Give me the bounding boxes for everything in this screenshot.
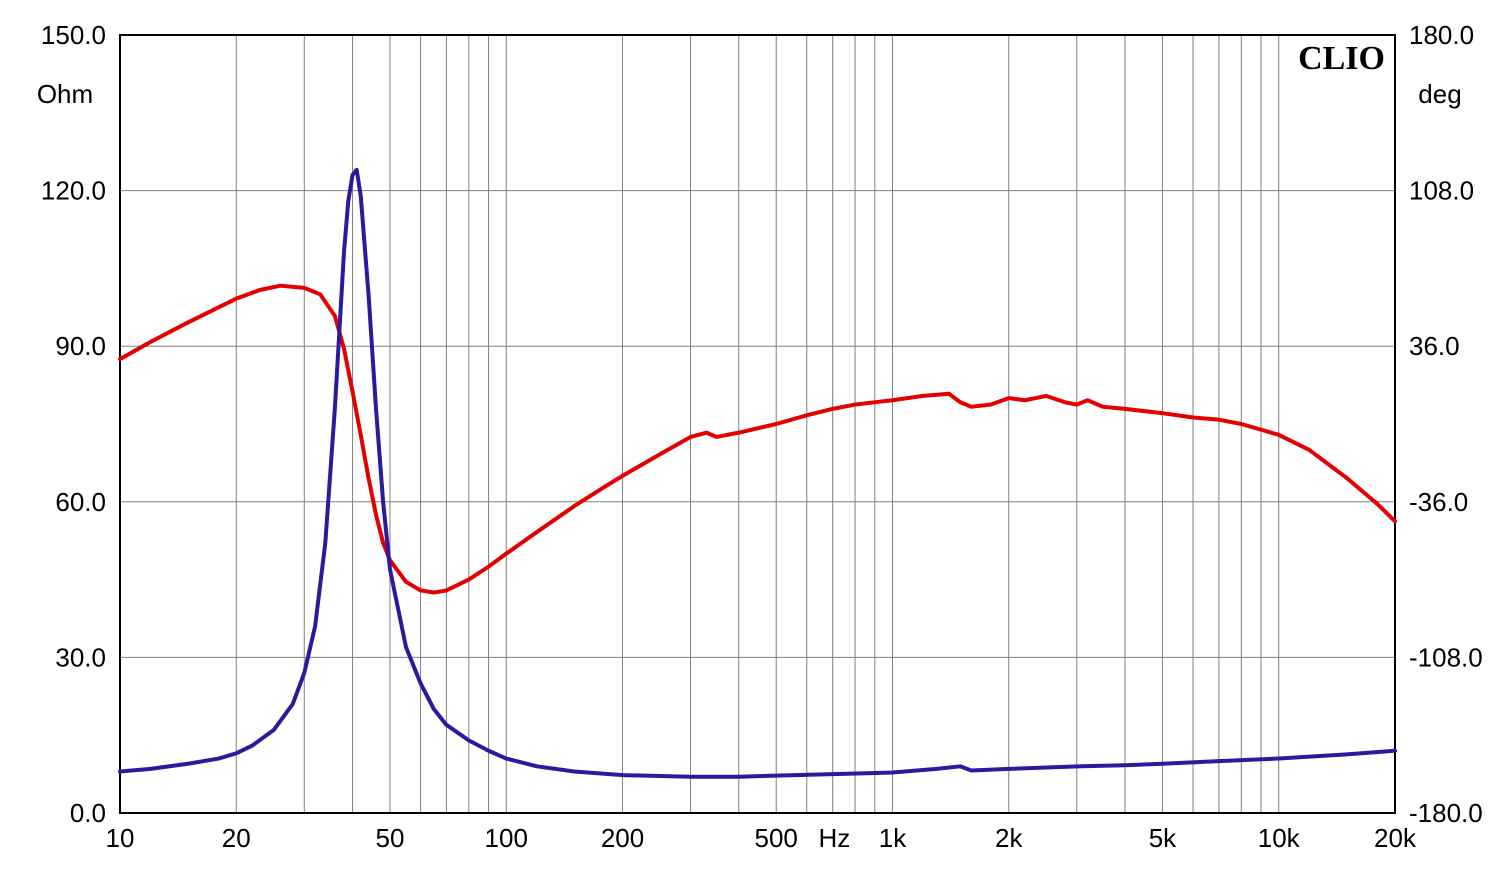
y-left-unit-label: Ohm: [37, 79, 93, 109]
x-tick-label: 50: [376, 823, 405, 853]
x-tick-label: 200: [601, 823, 644, 853]
x-tick-label: 20k: [1374, 823, 1417, 853]
x-tick-label: 10k: [1258, 823, 1301, 853]
x-tick-label: 1k: [879, 823, 907, 853]
x-tick-label: 20: [222, 823, 251, 853]
y-right-tick-label: 180.0: [1409, 20, 1474, 50]
y-right-tick-label: 36.0: [1409, 331, 1460, 361]
y-right-tick-label: -180.0: [1409, 798, 1483, 828]
y-right-tick-label: -108.0: [1409, 642, 1483, 672]
x-tick-label: 10: [106, 823, 135, 853]
impedance-phase-chart: 0.0 30.0 60.0 90.0 120.0 150.0 Ohm -180.0 -108.0…: [0, 0, 1500, 877]
y-left-tick-label: 60.0: [55, 487, 106, 517]
y-left-tick-label: 120.0: [41, 176, 106, 206]
x-tick-label: 5k: [1149, 823, 1177, 853]
x-tick-label: 500: [755, 823, 798, 853]
y-left-tick-label: 0.0: [70, 798, 106, 828]
y-left-tick-label: 150.0: [41, 20, 106, 50]
y-left-tick-label: 30.0: [55, 642, 106, 672]
x-tick-label: 100: [485, 823, 528, 853]
chart-svg: 0.0 30.0 60.0 90.0 120.0 150.0 Ohm -180.0 -108.0…: [0, 0, 1500, 877]
y-right-unit-label: deg: [1418, 79, 1461, 109]
y-right-tick-label: -36.0: [1409, 487, 1468, 517]
y-left-tick-label: 90.0: [55, 331, 106, 361]
y-right-tick-label: 108.0: [1409, 176, 1474, 206]
x-tick-label: 2k: [995, 823, 1023, 853]
clio-logo: CLIO: [1298, 40, 1385, 77]
x-unit-label: Hz: [818, 823, 850, 853]
